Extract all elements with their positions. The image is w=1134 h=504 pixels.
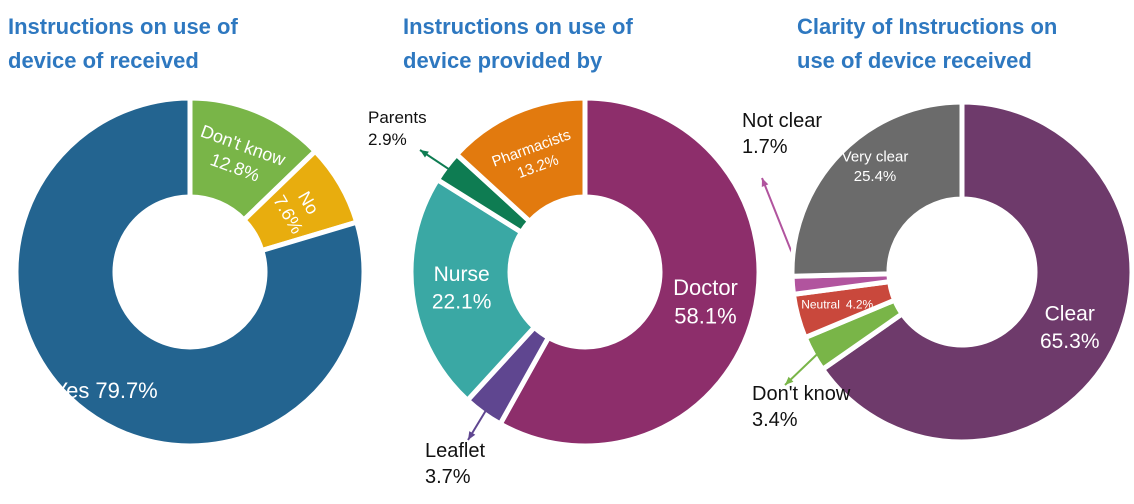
slice-label: Don't know 3.4%: [752, 383, 851, 431]
slice-label: Parents 2.9%: [368, 108, 427, 149]
slice-label: Clear 65.3%: [1040, 302, 1100, 352]
value-label: 22.1%: [432, 290, 492, 313]
slice: [453, 95, 588, 225]
category-label: Not clear: [742, 110, 822, 132]
slice: [408, 176, 538, 404]
category-label: Leaflet: [425, 440, 485, 462]
slice-label: Nurse 22.1%: [432, 263, 492, 313]
category-label: Doctor: [673, 275, 738, 300]
value-label: 79.7%: [95, 378, 157, 403]
value-label: 58.1%: [674, 303, 736, 328]
category-label: Parents: [368, 108, 427, 127]
slice-label: Leaflet 3.7%: [425, 440, 485, 488]
slice-label: Not clear 1.7%: [742, 110, 822, 158]
arrow-head: [468, 431, 476, 440]
value-label: 3.7%: [425, 466, 471, 488]
value-label: 2.9%: [368, 131, 407, 150]
chart-title: Instructions on use of device of receive…: [8, 14, 238, 73]
slice: [819, 99, 1134, 445]
category-label: Nurse: [434, 263, 490, 286]
value-label: 65.3%: [1040, 329, 1100, 352]
category-label: Very clear: [842, 148, 909, 165]
value-label: 1.7%: [742, 136, 788, 158]
arrow-head: [761, 178, 769, 187]
value-label: 3.4%: [752, 409, 798, 431]
slice-label: Very clear 25.4%: [842, 148, 909, 185]
category-label: Neutral: [801, 298, 840, 312]
value-label: 25.4%: [854, 168, 897, 185]
arrow-head: [785, 376, 794, 385]
slice-label: Yes 79.7%: [53, 378, 157, 403]
chart-title: Instructions on use of device provided b…: [403, 14, 633, 73]
slice-label: Neutral 4.2%: [801, 298, 873, 312]
value-label: 4.2%: [846, 298, 874, 312]
category-label: Don't know: [752, 383, 851, 405]
arrow-head: [420, 150, 429, 158]
chart-title: Clarity of Instructions on use of device…: [797, 14, 1058, 73]
slice-label: Doctor 58.1%: [673, 275, 738, 329]
slice: [496, 95, 762, 449]
leader-arrow: [784, 347, 825, 386]
category-label: Yes: [53, 378, 89, 403]
category-label: Clear: [1045, 302, 1095, 325]
slice: [789, 99, 965, 279]
slice: [13, 95, 367, 449]
